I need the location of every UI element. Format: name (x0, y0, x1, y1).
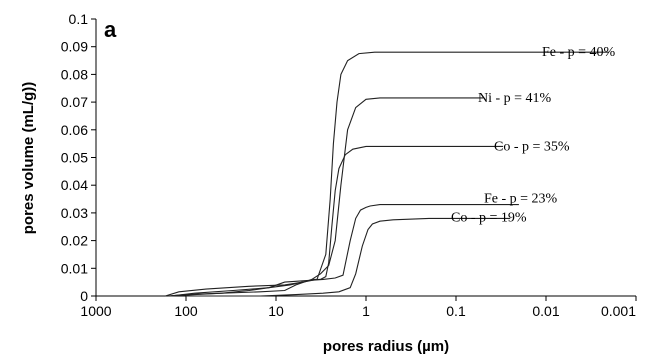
series-label: Co - p = 35% (494, 139, 570, 154)
series-label: Fe - p = 23% (484, 192, 558, 207)
y-tick-label: 0.02 (61, 233, 88, 249)
series-line (170, 204, 519, 297)
x-tick-label: 0.1 (446, 303, 466, 319)
y-tick-label: 0.03 (61, 205, 88, 221)
series-label: Co - p = 19% (451, 210, 527, 225)
x-axis-title: pores radius (µm) (323, 338, 449, 355)
y-tick-label: 0 (80, 288, 88, 304)
x-tick-label: 1000 (80, 303, 111, 319)
y-tick-label: 0.05 (61, 150, 88, 166)
y-tick-label: 0.06 (61, 122, 88, 138)
y-tick-label: 0.04 (61, 177, 88, 193)
y-axis-title: pores volume (mL/g)) (20, 82, 37, 235)
series-line (165, 51, 609, 297)
series-label: Ni - p = 41% (478, 91, 552, 106)
series-layer: Fe - p = 40% Ni - p = 41% Co - p = 35% Fe -… (165, 45, 616, 297)
series-line (186, 217, 511, 297)
y-tick-label: 0.01 (61, 260, 88, 276)
y-tick-label: 0.1 (69, 11, 89, 27)
axes: 0 0.01 0.02 0.03 0.04 0.05 0.06 0.07 0.08 0.09 0.1… (61, 11, 637, 319)
series-line (167, 97, 484, 297)
x-tick-label: 0.01 (532, 303, 559, 319)
y-tick-label: 0.09 (61, 39, 88, 55)
x-tick-label: 0.001 (601, 303, 636, 319)
y-tick-label: 0.08 (61, 66, 88, 82)
panel-letter: a (104, 17, 117, 42)
x-tick-label: 10 (268, 303, 284, 319)
x-tick-label: 1 (362, 303, 370, 319)
series-label: Fe - p = 40% (542, 45, 616, 60)
x-tick-label: 100 (174, 303, 198, 319)
y-tick-label: 0.07 (61, 94, 88, 110)
